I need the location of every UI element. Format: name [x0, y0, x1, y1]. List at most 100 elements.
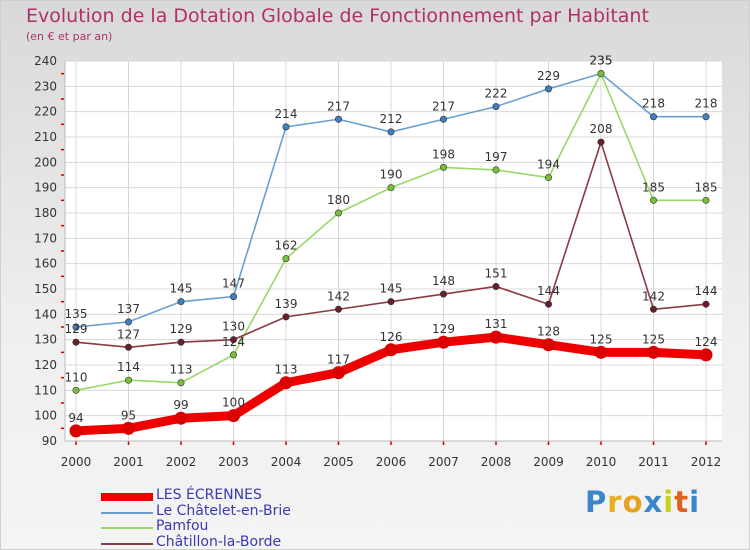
legend-label: Pamfou	[156, 518, 209, 534]
data-point	[177, 298, 185, 306]
y-tick-label: 140	[34, 307, 57, 321]
data-point	[384, 343, 398, 357]
data-point	[282, 255, 290, 263]
data-point	[72, 338, 80, 346]
data-label: 126	[380, 330, 403, 344]
data-point	[334, 115, 342, 123]
data-label: 197	[485, 150, 508, 164]
data-label: 229	[537, 69, 560, 83]
data-point	[125, 343, 133, 351]
data-label: 129	[432, 322, 455, 336]
data-point	[492, 282, 500, 290]
legend-swatch	[101, 527, 153, 529]
x-tick-label: 2005	[323, 455, 354, 469]
data-point	[69, 424, 83, 438]
y-tick-label: 210	[34, 130, 57, 144]
x-tick-label: 2000	[61, 455, 92, 469]
legend-swatch	[101, 511, 153, 514]
data-label: 214	[275, 107, 298, 121]
data-label: 129	[170, 322, 193, 336]
data-label: 151	[485, 266, 508, 280]
data-label: 212	[380, 112, 403, 126]
data-label: 147	[222, 277, 245, 291]
data-point	[282, 123, 290, 131]
data-point	[279, 376, 293, 390]
chart-title: Evolution de la Dotation Globale de Fonc…	[26, 5, 649, 27]
data-label: 208	[590, 122, 613, 136]
y-tick-label: 110	[34, 383, 57, 397]
x-tick-label: 2004	[271, 455, 302, 469]
data-point	[334, 209, 342, 217]
legend-label: Le Châtelet-en-Brie	[156, 502, 291, 519]
data-label: 142	[327, 289, 350, 303]
data-label: 148	[432, 274, 455, 288]
data-label: 142	[642, 289, 665, 303]
data-point	[647, 345, 660, 359]
y-tick-label: 150	[34, 282, 57, 296]
data-label: 124	[695, 335, 718, 349]
data-label: 127	[117, 327, 140, 341]
data-point	[387, 128, 395, 136]
y-tick-label: 240	[34, 54, 57, 68]
data-point	[332, 366, 345, 380]
y-tick-label: 180	[34, 206, 57, 220]
data-label: 162	[275, 239, 298, 253]
data-label: 217	[327, 99, 350, 113]
data-point	[702, 196, 710, 204]
data-point	[122, 421, 135, 435]
legend-label: Châtillon-la-Borde	[156, 533, 282, 550]
legend-swatch	[101, 493, 153, 501]
data-label: 125	[642, 332, 665, 346]
data-label: 110	[65, 370, 88, 384]
x-tick-label: 2010	[586, 455, 617, 469]
data-point	[387, 298, 395, 306]
y-tick-label: 220	[34, 105, 57, 119]
data-label: 99	[173, 398, 188, 412]
data-point	[702, 113, 710, 121]
data-label: 95	[121, 408, 136, 422]
data-point	[439, 115, 447, 123]
x-tick-label: 2012	[691, 455, 722, 469]
data-point	[649, 113, 657, 121]
x-tick-label: 2011	[638, 455, 669, 469]
data-point	[492, 103, 500, 111]
data-point	[597, 138, 605, 146]
data-label: 100	[222, 396, 245, 410]
data-label: 139	[275, 297, 298, 311]
data-point	[544, 85, 552, 93]
data-label: 218	[642, 97, 665, 111]
data-point	[544, 300, 552, 308]
data-point	[227, 409, 240, 423]
x-tick-label: 2001	[113, 455, 144, 469]
data-label: 190	[380, 168, 403, 182]
data-point	[702, 300, 710, 308]
data-point	[489, 330, 503, 344]
y-tick-label: 130	[34, 333, 57, 347]
data-point	[72, 323, 80, 331]
x-tick-label: 2008	[481, 455, 512, 469]
chart-subtitle: (en € et par an)	[26, 30, 113, 43]
data-label: 198	[432, 147, 455, 161]
data-point	[437, 335, 450, 349]
data-label: 235	[590, 54, 613, 68]
data-label: 180	[327, 193, 350, 207]
data-point	[282, 313, 290, 321]
legend-swatch	[101, 542, 153, 545]
data-point	[230, 336, 238, 344]
data-point	[492, 166, 500, 174]
data-label: 185	[642, 180, 665, 194]
data-point	[125, 376, 133, 384]
data-label: 217	[432, 99, 455, 113]
data-label: 194	[537, 158, 560, 172]
data-label: 185	[695, 180, 718, 194]
data-label: 145	[380, 282, 403, 296]
data-label: 131	[485, 317, 508, 331]
plot-area	[65, 61, 722, 441]
data-point	[542, 338, 555, 352]
legend-label: LES ÉCRENNES	[156, 487, 262, 503]
x-tick-label: 2003	[218, 455, 249, 469]
data-label: 125	[590, 332, 613, 346]
data-point	[387, 184, 395, 192]
